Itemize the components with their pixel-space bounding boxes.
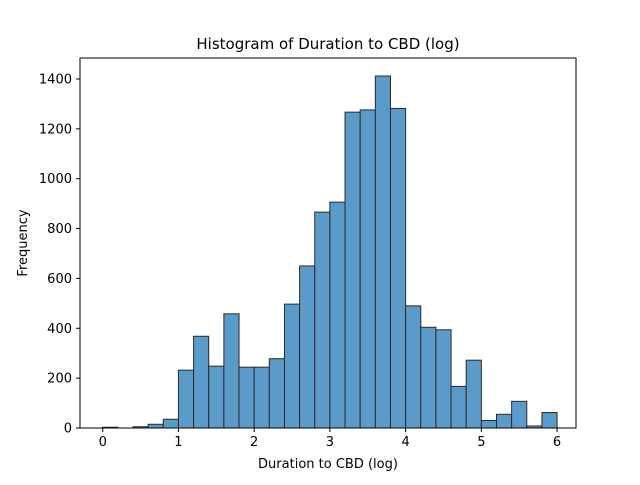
axes-frame xyxy=(79,57,577,429)
histogram-bar xyxy=(495,413,513,429)
y-tick-label: 600 xyxy=(47,272,72,287)
y-tick-label: 0 xyxy=(64,422,72,437)
x-axis-ticks: 0 1 2 3 4 5 6 xyxy=(99,428,561,450)
y-axis-ticks: 0 200 400 600 800 1000 1200 1400 xyxy=(39,73,80,437)
histogram-bar xyxy=(480,420,497,429)
y-tick-label: 1000 xyxy=(39,172,72,187)
x-tick-label: 2 xyxy=(250,435,258,450)
y-tick-label: 200 xyxy=(47,372,72,387)
histogram-bar xyxy=(223,313,240,429)
x-tick-label: 0 xyxy=(99,435,107,450)
x-tick-label: 4 xyxy=(401,435,409,450)
bars-group xyxy=(102,75,558,429)
histogram-bar xyxy=(511,400,528,429)
histogram-bar xyxy=(541,412,558,429)
histogram-bar xyxy=(208,365,225,429)
y-tick-label: 1400 xyxy=(39,73,72,88)
histogram-bar xyxy=(283,303,301,429)
histogram-bar xyxy=(193,335,210,429)
histogram-bar xyxy=(450,385,467,429)
histogram-bar xyxy=(405,305,422,429)
histogram-bar xyxy=(314,211,331,429)
y-axis-label: Frequency xyxy=(16,209,31,276)
histogram-bar xyxy=(420,326,437,429)
chart-title: Histogram of Duration to CBD (log) xyxy=(196,35,459,53)
histogram-bar xyxy=(465,359,482,429)
histogram-bar xyxy=(162,418,179,429)
histogram-bar xyxy=(359,109,376,429)
histogram-bar xyxy=(253,366,270,429)
y-tick-label: 400 xyxy=(47,322,72,337)
histogram-bar xyxy=(374,75,391,429)
x-tick-label: 5 xyxy=(477,435,485,450)
histogram-bar xyxy=(238,366,255,429)
histogram-bar xyxy=(177,369,195,429)
x-tick-label: 3 xyxy=(326,435,334,450)
y-tick-label: 800 xyxy=(47,222,72,237)
histogram-bar xyxy=(344,111,361,429)
y-tick-label: 1200 xyxy=(39,122,72,137)
histogram-bar xyxy=(268,358,285,429)
x-tick-label: 6 xyxy=(553,435,561,450)
histogram-bar xyxy=(299,265,316,429)
x-tick-label: 1 xyxy=(174,435,182,450)
histogram-bar xyxy=(329,201,346,429)
histogram-bar xyxy=(147,423,164,429)
histogram-bar xyxy=(389,107,407,429)
histogram-bar xyxy=(435,329,452,429)
x-axis-label: Duration to CBD (log) xyxy=(258,457,398,472)
